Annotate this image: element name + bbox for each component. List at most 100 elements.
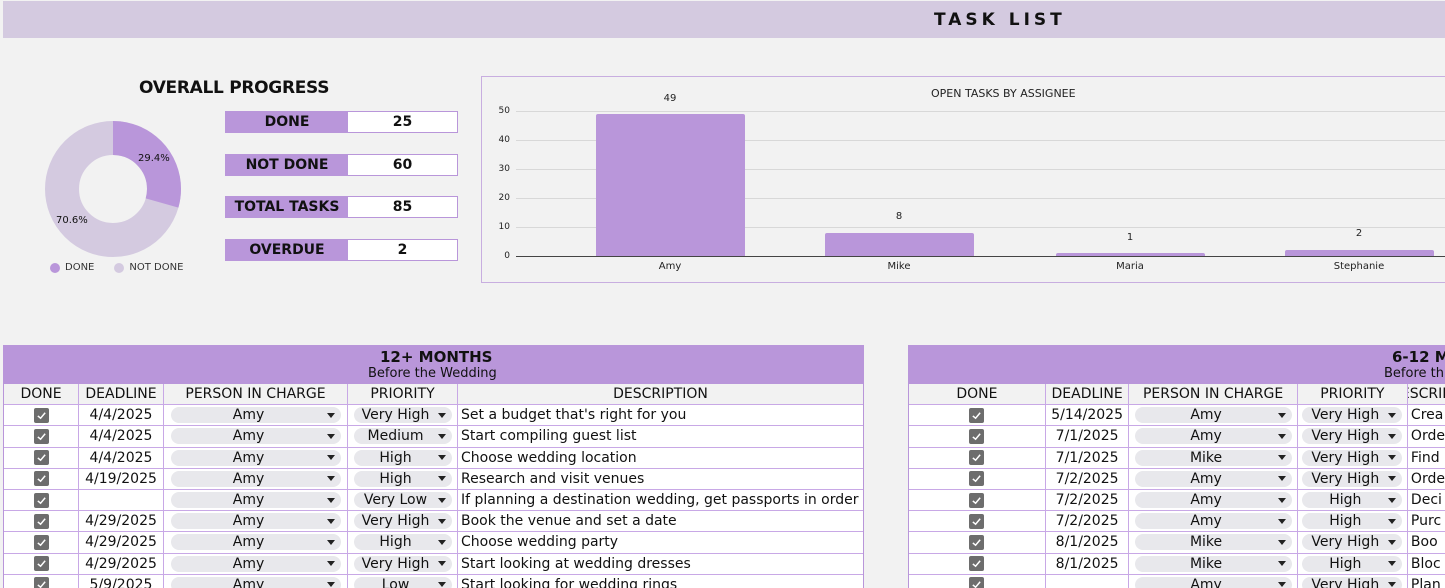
description-cell[interactable]: Boo xyxy=(1410,534,1438,551)
deadline-cell[interactable]: 7/2/2025 xyxy=(1046,511,1130,532)
person-dropdown[interactable]: Mike xyxy=(1134,555,1292,572)
done-checkbox[interactable] xyxy=(969,513,985,529)
description-cell[interactable]: Crea xyxy=(1410,407,1444,424)
description-cell[interactable]: Choose wedding location xyxy=(461,449,637,466)
deadline-cell[interactable]: 7/2/2025 xyxy=(1046,489,1130,511)
done-checkbox[interactable] xyxy=(969,407,985,423)
column-header[interactable]: DEADLINE xyxy=(79,384,164,405)
description-cell[interactable]: Start looking at wedding dresses xyxy=(461,555,691,572)
priority-dropdown[interactable]: Very High xyxy=(1302,407,1403,424)
done-checkbox[interactable] xyxy=(33,492,49,508)
person-dropdown[interactable]: Amy xyxy=(170,576,341,588)
bar-maria[interactable] xyxy=(1056,253,1205,256)
deadline-cell[interactable]: 4/29/2025 xyxy=(79,532,164,553)
deadline-cell[interactable] xyxy=(1046,574,1130,588)
deadline-cell[interactable]: 7/1/2025 xyxy=(1046,426,1130,447)
priority-dropdown[interactable]: High xyxy=(1302,492,1403,509)
column-header[interactable]: DEADLINE xyxy=(1046,384,1130,405)
column-header[interactable]: PRIORITY xyxy=(1298,384,1408,405)
deadline-cell[interactable]: 4/4/2025 xyxy=(79,447,164,468)
person-dropdown[interactable]: Amy xyxy=(1134,513,1292,530)
person-dropdown[interactable]: Amy xyxy=(1134,576,1292,588)
deadline-cell[interactable]: 4/4/2025 xyxy=(79,405,164,426)
description-cell[interactable]: Orde xyxy=(1410,470,1445,487)
priority-dropdown[interactable]: High xyxy=(353,470,452,487)
description-cell[interactable]: Deci xyxy=(1410,492,1442,509)
done-checkbox[interactable] xyxy=(33,450,49,466)
deadline-cell[interactable]: 7/1/2025 xyxy=(1046,447,1130,468)
done-checkbox[interactable] xyxy=(33,513,49,529)
deadline-cell[interactable] xyxy=(79,489,164,511)
done-checkbox[interactable] xyxy=(969,577,985,588)
person-dropdown[interactable]: Amy xyxy=(1134,492,1292,509)
person-dropdown[interactable]: Amy xyxy=(1134,470,1292,487)
priority-dropdown[interactable]: Low xyxy=(353,576,452,588)
deadline-cell[interactable]: 4/29/2025 xyxy=(79,553,164,574)
person-dropdown[interactable]: Amy xyxy=(1134,428,1292,445)
description-cell[interactable]: Bloc xyxy=(1410,555,1441,572)
column-header[interactable]: DONE xyxy=(909,384,1046,405)
deadline-cell[interactable]: 4/29/2025 xyxy=(79,511,164,532)
person-dropdown[interactable]: Mike xyxy=(1134,534,1292,551)
priority-dropdown[interactable]: Very High xyxy=(1302,428,1403,445)
deadline-cell[interactable]: 8/1/2025 xyxy=(1046,532,1130,553)
description-cell[interactable]: Choose wedding party xyxy=(461,534,619,551)
person-dropdown[interactable]: Amy xyxy=(1134,407,1292,424)
bar-stephanie[interactable] xyxy=(1285,250,1434,256)
done-checkbox[interactable] xyxy=(969,428,985,444)
description-cell[interactable]: Book the venue and set a date xyxy=(461,513,677,530)
person-dropdown[interactable]: Amy xyxy=(170,555,341,572)
description-cell[interactable]: Research and visit venues xyxy=(461,470,645,487)
description-cell[interactable]: Plan xyxy=(1410,576,1441,588)
person-dropdown[interactable]: Mike xyxy=(1134,449,1292,466)
priority-dropdown[interactable]: High xyxy=(353,449,452,466)
priority-dropdown[interactable]: High xyxy=(1302,513,1403,530)
description-cell[interactable]: Start compiling guest list xyxy=(461,428,637,445)
done-checkbox[interactable] xyxy=(969,492,985,508)
column-header[interactable]: DESCRIPTION xyxy=(1408,386,1445,403)
priority-dropdown[interactable]: Very High xyxy=(1302,576,1403,588)
priority-dropdown[interactable]: Very High xyxy=(353,555,452,572)
done-checkbox[interactable] xyxy=(33,534,49,550)
done-checkbox[interactable] xyxy=(33,407,49,423)
done-checkbox[interactable] xyxy=(969,556,985,572)
column-header[interactable]: PRIORITY xyxy=(348,384,458,405)
priority-dropdown[interactable]: Very High xyxy=(353,513,452,530)
deadline-cell[interactable]: 4/4/2025 xyxy=(79,426,164,447)
done-checkbox[interactable] xyxy=(33,556,49,572)
column-header[interactable]: PERSON IN CHARGE xyxy=(164,384,348,405)
description-cell[interactable]: Set a budget that's right for you xyxy=(461,407,687,424)
priority-dropdown[interactable]: High xyxy=(1302,555,1403,572)
open-tasks-bar-chart[interactable]: OPEN TASKS BY ASSIGNEE 50 40 30 20 10 0 … xyxy=(481,76,1445,283)
bar-amy[interactable] xyxy=(596,114,745,256)
priority-dropdown[interactable]: Very High xyxy=(353,407,452,424)
done-checkbox[interactable] xyxy=(33,577,49,588)
priority-dropdown[interactable]: High xyxy=(353,534,452,551)
deadline-cell[interactable]: 4/19/2025 xyxy=(79,468,164,489)
description-cell[interactable]: Orde xyxy=(1410,428,1445,445)
priority-dropdown[interactable]: Very High xyxy=(1302,534,1403,551)
priority-dropdown[interactable]: Very High xyxy=(1302,449,1403,466)
done-checkbox[interactable] xyxy=(969,471,985,487)
done-checkbox[interactable] xyxy=(33,471,49,487)
person-dropdown[interactable]: Amy xyxy=(170,534,341,551)
deadline-cell[interactable]: 8/1/2025 xyxy=(1046,553,1130,574)
priority-dropdown[interactable]: Very High xyxy=(1302,470,1403,487)
priority-dropdown[interactable]: Medium xyxy=(353,428,452,445)
person-dropdown[interactable]: Amy xyxy=(170,513,341,530)
deadline-cell[interactable]: 5/9/2025 xyxy=(79,574,164,588)
column-header[interactable]: DONE xyxy=(4,384,79,405)
person-dropdown[interactable]: Amy xyxy=(170,428,341,445)
description-cell[interactable]: If planning a destination wedding, get p… xyxy=(461,492,859,509)
deadline-cell[interactable]: 5/14/2025 xyxy=(1046,405,1130,426)
person-dropdown[interactable]: Amy xyxy=(170,407,341,424)
person-dropdown[interactable]: Amy xyxy=(170,492,341,509)
column-header[interactable]: PERSON IN CHARGE xyxy=(1129,384,1298,405)
done-checkbox[interactable] xyxy=(969,534,985,550)
bar-mike[interactable] xyxy=(825,233,974,256)
deadline-cell[interactable]: 7/2/2025 xyxy=(1046,468,1130,489)
column-header[interactable]: DESCRIPTION xyxy=(613,386,708,403)
done-checkbox[interactable] xyxy=(33,428,49,444)
description-cell[interactable]: Start looking for wedding rings xyxy=(461,576,678,588)
priority-dropdown[interactable]: Very Low xyxy=(353,492,452,509)
